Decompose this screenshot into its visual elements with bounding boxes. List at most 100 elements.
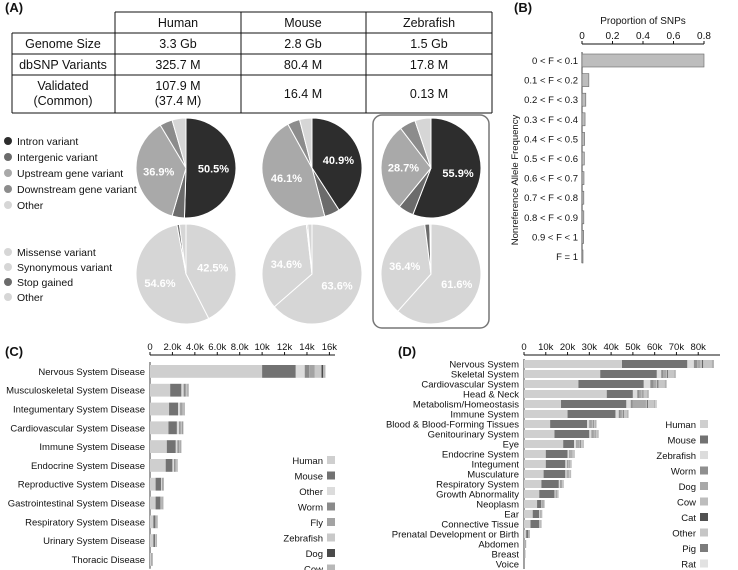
legend-genomic-swatch-other <box>4 201 12 209</box>
panel-label-a: (A) <box>5 0 23 15</box>
panel-d-bar-eye-mouse <box>563 440 575 448</box>
panel-b-bar-8 <box>581 210 585 225</box>
panel-d-tick-label-8: 80k <box>691 342 707 353</box>
legend-coding-swatch-synonymous-variant <box>4 263 12 271</box>
panel-d-bar-blood-blood-forming-tissues-human <box>524 420 551 428</box>
panel-c-bar-immune-system-disease-human <box>150 440 167 453</box>
legend-genomic-label-other: Other <box>17 200 44 212</box>
panel-d-bar-metabolism-homeostasis-cow <box>645 400 648 408</box>
panel-d-bar-nervous-system-mouse <box>622 360 688 368</box>
panel-c-bar-cardiovascular-system-disease-fly <box>180 421 182 435</box>
panel-d-bar-growth-abnormality-other <box>556 490 558 498</box>
panel-d-bar-genitourinary-system-cow <box>594 430 596 438</box>
panel-c-bar-integumentary-system-disease-other <box>178 402 181 416</box>
panel-d-category-endocrine-system: Endocrine System <box>442 450 519 461</box>
panel-c-bar-nervous-system-disease-dog <box>321 365 324 378</box>
cell-genome-zebrafish: 1.5 Gb <box>410 37 448 51</box>
panel-d-bar-blood-blood-forming-tissues-mouse <box>550 420 588 428</box>
pie-slice-coding-zebrafish-0 <box>396 223 482 325</box>
legend-genomic-label-intron-variant: Intron variant <box>17 136 78 148</box>
panel-c-tick-label-2: 4.0k <box>186 342 204 353</box>
panel-d-legend-swatch-dog <box>700 482 708 490</box>
panel-c-tick-label-5: 10k <box>254 342 270 353</box>
panel-c-bar-reproductive-system-disease-mouse <box>155 477 162 491</box>
panel-d-bar-eye-human <box>524 440 564 448</box>
panel-d-legend-swatch-cow <box>700 497 708 506</box>
panel-d-bar-blood-blood-forming-tissues-other <box>593 420 596 428</box>
panel-d-bar-head-neck-other <box>643 390 648 398</box>
panel-c-bar-immune-system-disease-worm <box>177 440 179 453</box>
legend-genomic-label-intergenic-variant: Intergenic variant <box>17 152 98 164</box>
panel-d-bar-endocrine-system-mouse <box>545 450 568 458</box>
panel-d-category-metabolism-homeostasis: Metabolism/Homeostasis <box>413 400 519 411</box>
panel-d-bar-metabolism-homeostasis-cat <box>647 400 649 408</box>
panel-b-tick-label-0: 0 <box>579 31 585 42</box>
cell-dbsnp-zebrafish: 17.8 M <box>410 58 448 72</box>
panel-d-bar-musculature-worm <box>566 470 568 478</box>
panel-c-legend-swatch-fly <box>327 518 335 526</box>
panel-c-legend-label-zebrafish: Zebrafish <box>283 534 323 545</box>
pie-slice-coding-human-3 <box>178 223 187 275</box>
panel-d-bar-genitourinary-system-zebrafish <box>589 430 592 438</box>
panel-d-legend-label-cow: Cow <box>677 498 696 509</box>
panel-d-bar-immune-system-cow <box>622 410 624 418</box>
anatomy-chart: 0 10k 20k 30k 40k 50k 60k 70k 80k Nervous SystemS… <box>386 342 720 570</box>
panel-d-bar-musculature-mouse <box>543 470 566 478</box>
panel-c-bar-integumentary-system-disease-fly <box>181 402 183 416</box>
panel-d-category-eye: Eye <box>503 440 519 451</box>
panel-d-bar-connective-tissue-mouse <box>530 520 540 528</box>
panel-d-category-blood-blood-forming-tissues: Blood & Blood-Forming Tissues <box>386 420 519 431</box>
panel-c-category-nervous-system-disease: Nervous System Disease <box>38 367 145 378</box>
panel-d-legend-label-human: Human <box>665 420 696 431</box>
panel-d-bar-genitourinary-system-other <box>595 430 598 438</box>
panel-c-bar-musculoskeletal-system-disease-other <box>181 383 184 397</box>
panel-d-category-growth-abnormality: Growth Abnormality <box>436 490 519 501</box>
panel-d-bar-eye-cat <box>580 440 581 448</box>
panel-d-legend-label-dog: Dog <box>679 482 696 493</box>
panel-d-category-skeletal-system: Skeletal System <box>451 370 519 381</box>
panel-c-bar-immune-system-disease-other <box>175 440 178 453</box>
panel-c-legend-swatch-mouse <box>327 471 335 480</box>
panel-c-tick-label-0: 0 <box>147 342 152 353</box>
panel-c-bar-integumentary-system-disease-human <box>150 402 170 416</box>
panel-d-tick-label-7: 70k <box>669 342 685 353</box>
panel-d-bar-integument-worm <box>566 460 568 468</box>
panel-d-bar-neoplasm-other <box>543 500 545 508</box>
cell-dbsnp-human: 325.7 M <box>155 58 200 72</box>
pie-label-coding-human-0: 42.5% <box>197 263 228 275</box>
panel-c-bar-thoracic-disease-human <box>150 553 152 566</box>
panel-c-bar-cardiovascular-system-disease-mouse <box>168 421 177 435</box>
panel-d-bar-cardiovascular-system-dog <box>653 380 657 388</box>
pie-slice-genomic-human-4 <box>171 117 187 169</box>
panel-c-bar-respiratory-system-disease-human <box>150 515 154 529</box>
panel-c-bar-thoracic-disease-mouse <box>151 553 152 566</box>
cell-validated-zebrafish: 0.13 M <box>410 87 448 101</box>
panel-d-tick-label-4: 40k <box>603 342 619 353</box>
panel-d-bar-endocrine-system-dog <box>570 450 572 458</box>
panel-d-bar-musculature-dog <box>567 470 569 478</box>
table-header-human: Human <box>158 16 198 30</box>
panel-d-bar-growth-abnormality-human <box>524 490 540 498</box>
panel-d-legend-label-pig: Pig <box>682 544 696 555</box>
panel-b-bar-2 <box>581 92 587 107</box>
panel-d-bar-head-neck-worm <box>637 390 640 398</box>
panel-c-legend-label-human: Human <box>292 456 323 467</box>
panel-label-d: (D) <box>398 344 416 359</box>
panel-b-category-1: 0.1 < F < 0.2 <box>524 76 578 87</box>
panel-c-category-respiratory-system-disease: Respiratory System Disease <box>25 517 145 528</box>
panel-c-bar-endocrine-system-disease-human <box>150 459 166 472</box>
panel-c-bar-nervous-system-disease-worm <box>304 365 310 378</box>
panel-d-bar-respiratory-system-mouse <box>541 480 559 488</box>
panel-d-legend-swatch-mouse <box>700 435 708 444</box>
panel-d-bar-eye-dog <box>577 440 580 448</box>
panel-d-bar-skeletal-system-other <box>668 370 675 378</box>
panel-d-category-abdomen: Abdomen <box>478 540 519 551</box>
pie-label-coding-zebrafish-0: 61.6% <box>441 279 472 291</box>
panel-d-category-prenatal-development-or-birth: Prenatal Development or Birth <box>392 530 519 541</box>
panel-c-bar-musculoskeletal-system-disease-mouse <box>170 383 182 397</box>
panel-d-bar-musculature-zebrafish <box>565 470 567 478</box>
cell-dbsnp-mouse: 80.4 M <box>284 58 322 72</box>
panel-d-bar-integument-dog <box>567 460 569 468</box>
panel-c-bar-integumentary-system-disease-zebrafish <box>182 402 184 416</box>
